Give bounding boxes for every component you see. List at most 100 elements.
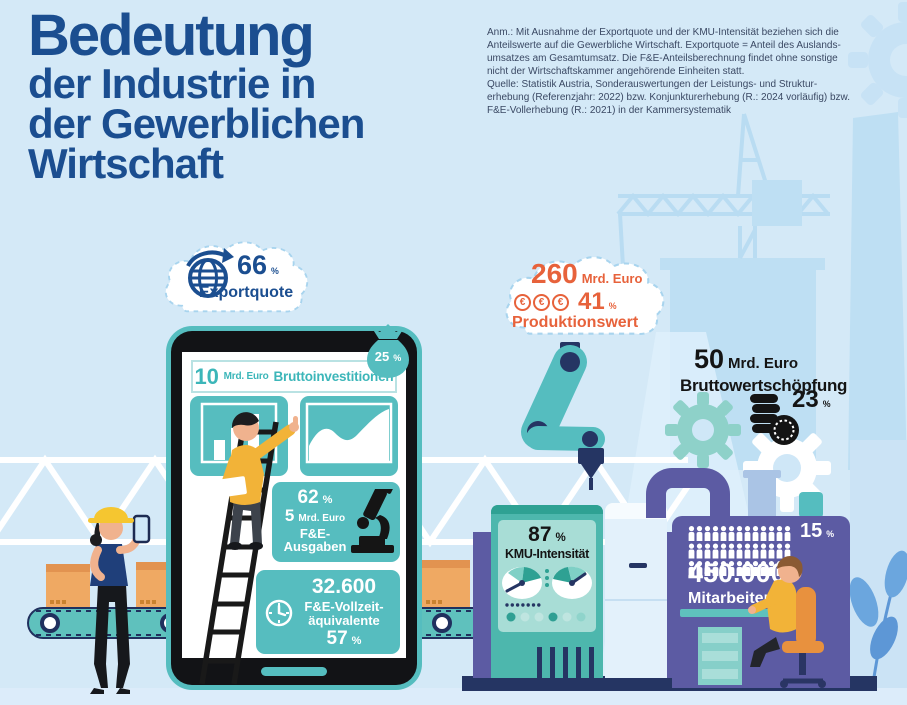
gear-silhouette-icon — [848, 2, 907, 118]
mitarbeiter-pct: 15 — [800, 520, 823, 542]
exportquote-label: Exportquote — [198, 284, 294, 301]
produktionswert-unit: Mrd. Euro — [581, 271, 643, 286]
annotation-line: nicht der Wirtschaftskammer angehörende … — [487, 66, 745, 77]
bruttoinvestitionen-unit: Mrd. Euro — [223, 371, 269, 382]
teal-gear-icon — [665, 392, 741, 468]
crane-counterweight — [752, 180, 802, 226]
cardboard-box — [422, 560, 470, 610]
office-chair — [780, 587, 826, 688]
annotation-line: Quelle: Statistik Austria, Sonderauswert… — [487, 79, 818, 90]
chimney — [748, 476, 776, 516]
annotation-line: F&E-Vollerhebung (R.: 2021) in der Kamme… — [487, 105, 731, 116]
moneybag-pct-line: 25% — [374, 349, 402, 364]
produktionswert-cloud — [505, 256, 665, 335]
fue-ausgaben-panel: 62% 5 Mrd. Euro F&E- Ausgaben — [272, 482, 400, 562]
floor — [0, 688, 907, 705]
page-title: Bedeutung der Industrie in der Gewerblic… — [28, 3, 365, 188]
roller — [40, 613, 60, 633]
machine-left-column — [473, 532, 491, 678]
produktionswert-pct-line: € € € 41% — [514, 288, 617, 316]
produktionswert-label: Produktionswert — [512, 314, 639, 331]
euro-coin-icon: € — [514, 293, 531, 311]
annotation-line: erhebung (Referenzjahr: 2022) bzw. Konju… — [487, 92, 850, 103]
fue-ausgaben-value: 5 — [284, 505, 295, 525]
coin-stack-icon — [750, 394, 799, 445]
roof-vent — [799, 492, 823, 518]
fue-ausgaben-label2: Ausgaben — [283, 539, 347, 555]
bws-value: 50 — [694, 344, 725, 374]
bruttoinvestitionen-value: 10 — [194, 363, 219, 389]
gauge-left-icon — [502, 566, 542, 599]
mitarbeiter-value: 450.000 — [688, 558, 786, 588]
globe-export-icon — [186, 248, 234, 298]
kmu-label: KMU-Intensität — [505, 547, 589, 561]
kmu-machine: 87% KMU-Intensität — [491, 505, 603, 678]
drill-tool — [578, 448, 604, 490]
exportquote-pct-line: 66% — [237, 250, 279, 280]
indicator-lights — [506, 612, 586, 622]
fue-vollzeit-pct: 57 — [326, 628, 348, 649]
euro-coin-icon: € — [533, 293, 550, 311]
tablet-screen: 10 Mrd. Euro Bruttoinvestitionen — [182, 352, 406, 658]
desk — [680, 609, 796, 617]
bws-pct: 23 — [792, 386, 819, 413]
area-chart — [305, 402, 393, 464]
fue-vollzeit-value: 32.600 — [311, 575, 377, 598]
produktionswert-pct: 41 — [578, 288, 605, 315]
employee-at-desk — [680, 556, 826, 688]
appliance-handle — [629, 563, 647, 568]
clock-icon — [265, 599, 293, 627]
euro-coin-icon: € — [552, 293, 569, 311]
roller — [432, 613, 452, 633]
annotation-line: Anteilswerte auf die Gewerbliche Wirtsch… — [487, 40, 841, 51]
bws-label: Bruttowertschöpfung — [680, 376, 848, 395]
fue-vollzeit-label1: F&E-Vollzeit- — [304, 599, 384, 614]
chimney-cap — [743, 470, 781, 478]
mitarbeiter-label: Mitarbeiter — [688, 590, 770, 607]
worker-with-phone — [88, 507, 151, 694]
fue-vollzeit-label2: äquivalente — [308, 612, 380, 628]
machine-gauges — [502, 566, 592, 622]
machine-top-cap — [491, 505, 603, 514]
fue-ausgaben-pct: 62 — [297, 487, 319, 508]
pipe-elbow — [646, 468, 730, 518]
robot-arm — [521, 342, 605, 490]
fue-vollzeit-panel: 32.600 F&E-Vollzeit- äquivalente 57% — [256, 570, 400, 654]
appliance-line — [605, 599, 667, 601]
workforce-icons — [688, 526, 792, 578]
gauge-right-icon — [552, 566, 592, 599]
bws-unit: Mrd. Euro — [728, 355, 799, 372]
fue-ausgaben-label1: F&E- — [299, 525, 331, 541]
annotation: Anm.: Mit Ausnahme der Exportquote und d… — [487, 26, 850, 117]
microscope-icon — [351, 489, 394, 553]
tablet-home-button — [261, 667, 327, 676]
bws-value-line: 50 Mrd. Euro — [694, 344, 798, 375]
climber — [215, 412, 299, 550]
cardboard-box — [46, 564, 90, 610]
moneybag-pct: 25 — [374, 349, 390, 364]
worker-on-ladder — [199, 412, 299, 685]
produktionswert-value: 260 — [531, 258, 578, 289]
kmu-pct: 87 — [528, 523, 552, 546]
exportquote-pct: 66 — [237, 250, 268, 280]
kmu-pct-line: 87% — [528, 523, 566, 546]
annotation-line: Anm.: Mit Ausnahme der Exportquote und d… — [487, 27, 839, 38]
title-line2: der Industrie in — [28, 59, 316, 107]
money-bag-icon — [367, 324, 409, 378]
title-line1: Bedeutung — [28, 3, 315, 68]
title-line4: Wirtschaft — [28, 140, 224, 188]
title-line3: der Gewerblichen — [28, 99, 365, 147]
machine-vents — [537, 647, 595, 678]
mitarbeiter-pct-line: 15% — [800, 520, 835, 542]
annotation-line: umsatzes am Gesamtumsatz. Die F&E-Anteil… — [487, 53, 838, 64]
bws-pct-line: 23% — [792, 386, 831, 413]
area-chart-panel — [300, 396, 398, 476]
fue-ausgaben-unit: Mrd. Euro — [298, 512, 346, 524]
appliance — [605, 503, 667, 678]
bruttoinvestitionen-label: Bruttoinvestitionen — [273, 369, 394, 384]
bruttoinvestitionen-box: 10 Mrd. Euro Bruttoinvestitionen — [191, 360, 397, 393]
produktionswert-value-line: 260 Mrd. Euro — [531, 258, 642, 290]
kmu-panel: 87% KMU-Intensität — [498, 520, 596, 632]
plant — [849, 550, 907, 691]
